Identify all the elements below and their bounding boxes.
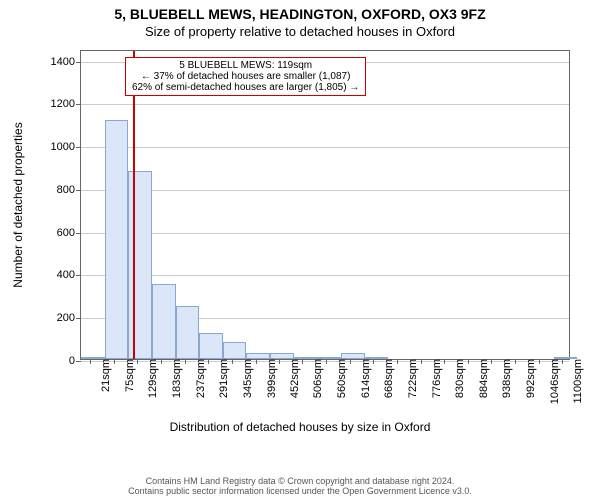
y-axis-label: Number of detached properties [11, 122, 25, 287]
x-tick-label: 830sqm [448, 359, 466, 398]
x-tick-mark [468, 359, 469, 364]
x-tick-label: 614sqm [354, 359, 372, 398]
footer-attribution: Contains HM Land Registry data © Crown c… [0, 476, 600, 496]
x-tick-mark [279, 359, 280, 364]
annotation-line: 5 BLUEBELL MEWS: 119sqm [132, 60, 359, 71]
x-tick-label: 345sqm [236, 359, 254, 398]
x-tick-label: 75sqm [118, 359, 136, 392]
property-size-marker [133, 51, 135, 359]
y-tick-label: 1200 [51, 98, 81, 110]
x-tick-mark [515, 359, 516, 364]
x-tick-label: 1046sqm [543, 359, 561, 404]
x-tick-mark [302, 359, 303, 364]
x-tick-label: 129sqm [141, 359, 159, 398]
gridline [81, 275, 569, 276]
y-tick-label: 1400 [51, 56, 81, 68]
x-tick-mark [137, 359, 138, 364]
histogram-bar [176, 306, 200, 359]
histogram-bar [199, 333, 223, 359]
y-tick-label: 800 [57, 184, 81, 196]
histogram-bar [223, 342, 247, 359]
y-tick-label: 200 [57, 312, 81, 324]
footer-line: Contains public sector information licen… [0, 486, 600, 496]
y-tick-label: 1000 [51, 141, 81, 153]
x-tick-mark [373, 359, 374, 364]
x-tick-mark [397, 359, 398, 364]
x-tick-label: 560sqm [330, 359, 348, 398]
histogram-bar [128, 171, 152, 359]
x-tick-mark [350, 359, 351, 364]
x-tick-mark [161, 359, 162, 364]
x-tick-mark [326, 359, 327, 364]
x-tick-label: 452sqm [283, 359, 301, 398]
x-tick-label: 21sqm [94, 359, 112, 392]
chart-title: 5, BLUEBELL MEWS, HEADINGTON, OXFORD, OX… [0, 6, 600, 22]
x-tick-mark [562, 359, 563, 364]
x-tick-mark [208, 359, 209, 364]
x-tick-mark [232, 359, 233, 364]
x-tick-label: 506sqm [306, 359, 324, 398]
x-tick-mark [444, 359, 445, 364]
x-tick-label: 1100sqm [566, 359, 584, 403]
annotation-callout: 5 BLUEBELL MEWS: 119sqm← 37% of detached… [125, 57, 366, 96]
gridline [81, 147, 569, 148]
x-tick-label: 668sqm [377, 359, 395, 398]
x-tick-label: 291sqm [212, 359, 230, 398]
annotation-line: 62% of semi-detached houses are larger (… [132, 82, 359, 93]
histogram-bar [105, 120, 129, 359]
y-tick-label: 0 [69, 355, 81, 367]
x-tick-mark [114, 359, 115, 364]
x-tick-mark [185, 359, 186, 364]
x-tick-label: 237sqm [189, 359, 207, 398]
annotation-line: ← 37% of detached houses are smaller (1,… [132, 71, 359, 82]
footer-line: Contains HM Land Registry data © Crown c… [0, 476, 600, 486]
x-tick-label: 776sqm [425, 359, 443, 398]
histogram-chart: 5, BLUEBELL MEWS, HEADINGTON, OXFORD, OX… [0, 0, 600, 500]
x-tick-label: 722sqm [401, 359, 419, 398]
x-tick-label: 399sqm [260, 359, 278, 398]
x-axis-label: Distribution of detached houses by size … [0, 420, 600, 434]
x-tick-label: 938sqm [495, 359, 513, 398]
y-tick-label: 400 [57, 269, 81, 281]
y-tick-label: 600 [57, 227, 81, 239]
x-tick-label: 183sqm [165, 359, 183, 398]
x-tick-mark [421, 359, 422, 364]
x-tick-label: 992sqm [519, 359, 537, 398]
histogram-bar [152, 284, 176, 359]
gridline [81, 233, 569, 234]
x-tick-mark [90, 359, 91, 364]
chart-subtitle: Size of property relative to detached ho… [0, 24, 600, 39]
x-tick-mark [539, 359, 540, 364]
x-tick-mark [256, 359, 257, 364]
gridline [81, 104, 569, 105]
x-tick-mark [491, 359, 492, 364]
gridline [81, 190, 569, 191]
x-tick-label: 884sqm [472, 359, 490, 398]
plot-area: 020040060080010001200140021sqm75sqm129sq… [80, 50, 570, 360]
